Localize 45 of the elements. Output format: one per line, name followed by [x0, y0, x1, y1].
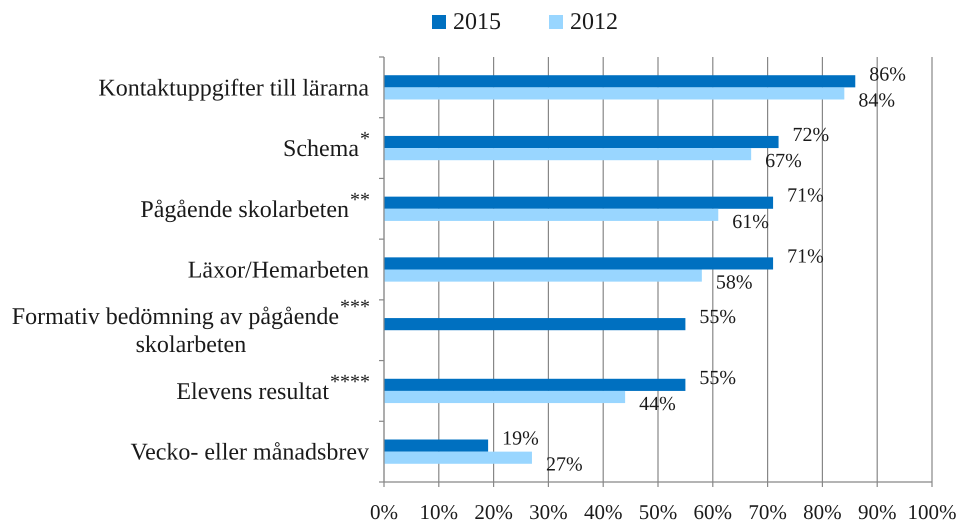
- y-tick-label: Schema$^{*}$: [283, 128, 370, 162]
- bar: [384, 75, 856, 88]
- bar: [384, 136, 779, 148]
- x-tick-label: 40%: [584, 500, 622, 523]
- x-tick-label: 100%: [908, 500, 956, 523]
- x-tick-label: 20%: [474, 500, 513, 523]
- legend-label: 2012: [570, 9, 618, 35]
- data-label: 86%: [869, 63, 906, 86]
- data-label: 71%: [787, 184, 824, 207]
- y-tick-label: Elevens resultat$^{****}$: [176, 370, 370, 405]
- data-label: 44%: [639, 393, 676, 415]
- bar: [384, 148, 752, 160]
- x-tick-label: 10%: [420, 500, 458, 523]
- bar: [384, 270, 702, 282]
- bar: [384, 196, 774, 209]
- bar: [384, 208, 718, 221]
- x-tick-label: 90%: [858, 500, 896, 523]
- y-tick-label: Kontaktuppgifter till lärarna: [98, 75, 370, 102]
- x-tick-label: 50%: [638, 500, 678, 523]
- data-label: 27%: [546, 454, 583, 476]
- y-tick-label: Vecko- eller månadsbrev: [130, 440, 369, 466]
- bar: [384, 452, 532, 464]
- bar: [384, 390, 626, 404]
- x-tick-label: 30%: [529, 500, 568, 523]
- x-tick-label: 80%: [803, 500, 842, 523]
- data-label: 61%: [732, 210, 769, 233]
- bar: [384, 378, 686, 391]
- data-label: 58%: [716, 272, 753, 294]
- bar: [384, 440, 488, 452]
- legend-label: 2015: [453, 9, 501, 35]
- x-tick-label: 60%: [694, 500, 732, 523]
- data-label: 72%: [792, 124, 830, 146]
- x-tick-label: 0%: [370, 500, 398, 523]
- x-tick-label: 70%: [748, 500, 787, 523]
- data-label: 67%: [765, 150, 802, 172]
- bar: [384, 87, 844, 100]
- data-label: 19%: [502, 428, 539, 450]
- data-label: 84%: [858, 89, 895, 112]
- data-label: 55%: [699, 306, 736, 328]
- data-label: 55%: [699, 366, 736, 389]
- bar: [384, 318, 686, 330]
- y-tick-label: Pågående skolarbeten$^{**}$: [140, 188, 370, 223]
- bar: [384, 257, 774, 270]
- data-label: 71%: [787, 245, 824, 268]
- y-tick-label: Läxor/Hemarbeten: [188, 258, 369, 284]
